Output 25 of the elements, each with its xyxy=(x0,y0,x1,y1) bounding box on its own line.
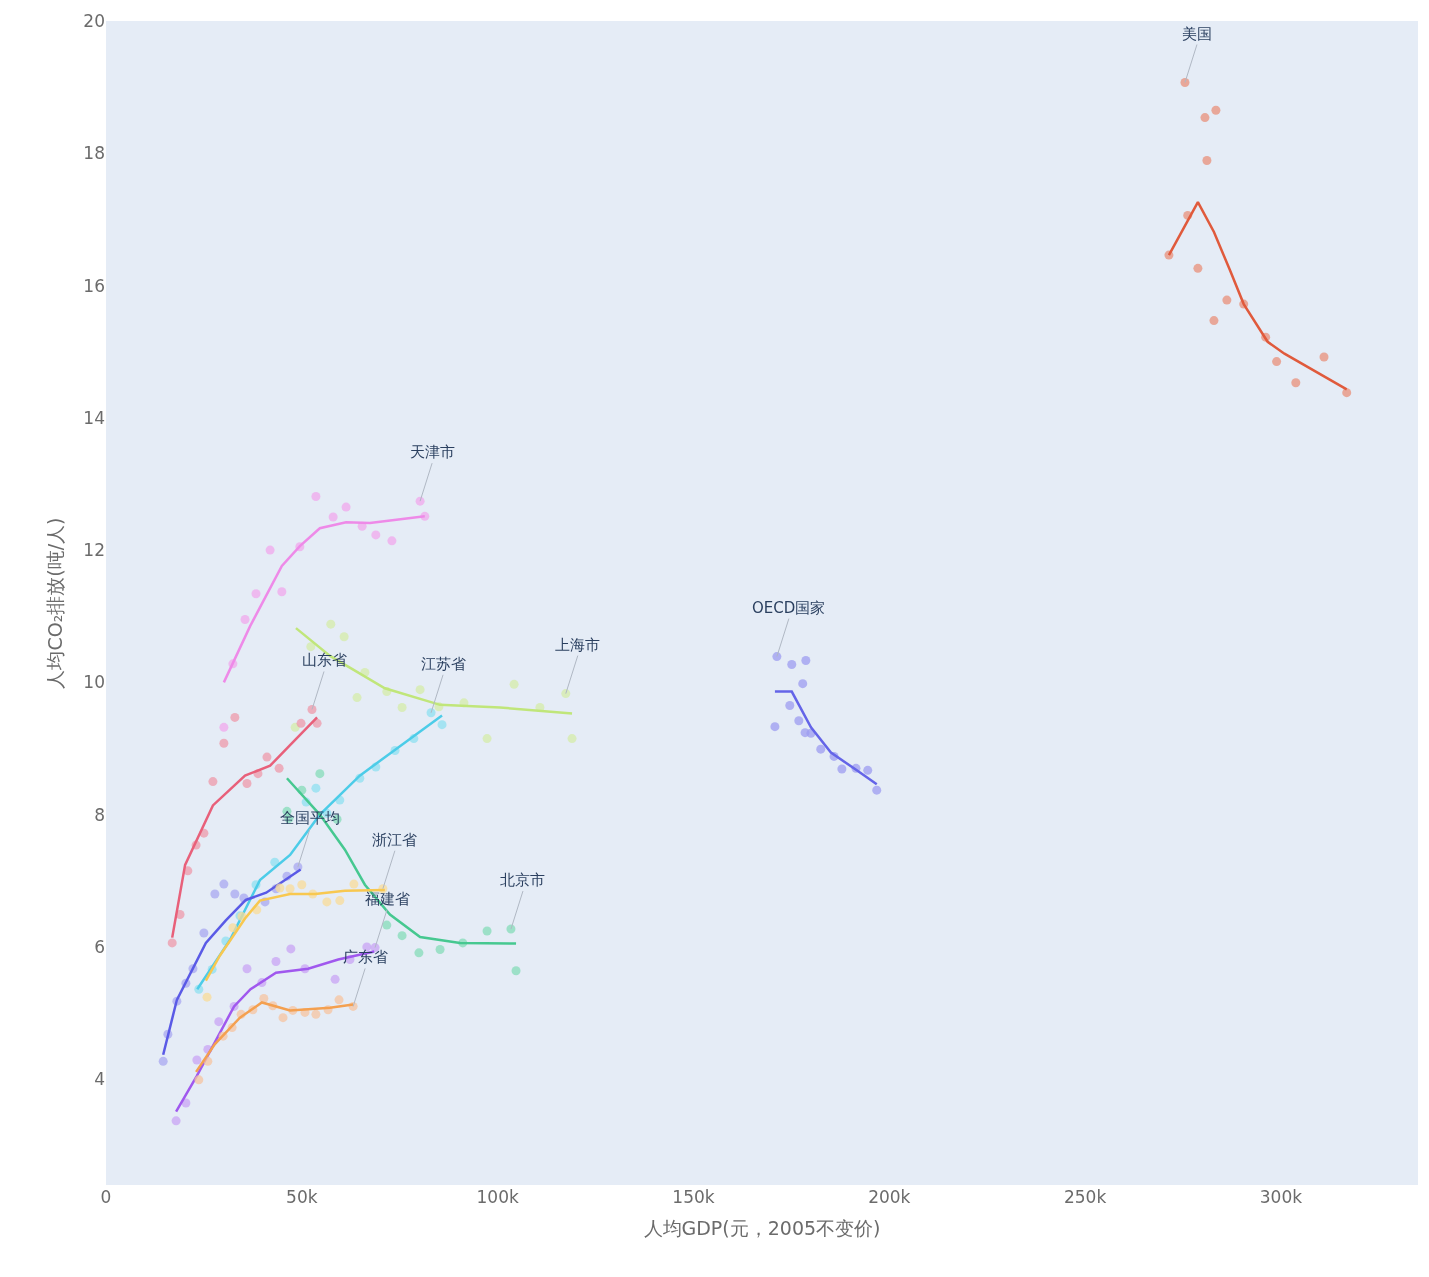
x-tick-label: 100k xyxy=(476,1187,519,1207)
x-tick-label: 50k xyxy=(286,1187,318,1207)
y-tick-label: 8 xyxy=(94,804,105,825)
x-tick-label: 0 xyxy=(100,1187,112,1207)
y-tick-label: 20 xyxy=(83,10,105,31)
annotation: 美国 xyxy=(1182,25,1212,43)
y-tick-label: 10 xyxy=(83,672,105,693)
x-tick-label: 200k xyxy=(868,1187,911,1207)
annotation: 上海市 xyxy=(555,636,600,654)
annotation: OECD国家 xyxy=(752,599,826,617)
y-tick-label: 16 xyxy=(83,275,105,296)
annotation: 浙江省 xyxy=(372,831,417,849)
y-axis-title: 人均CO₂排放(吨/人) xyxy=(44,517,67,689)
y-tick-label: 14 xyxy=(83,407,105,428)
x-tick-label: 150k xyxy=(672,1187,715,1207)
y-tick-label: 12 xyxy=(83,540,105,561)
y-tick-label: 18 xyxy=(83,143,105,164)
y-tick-label: 6 xyxy=(94,936,105,957)
annotation: 北京市 xyxy=(500,871,545,889)
annotation: 天津市 xyxy=(410,443,455,461)
x-axis-title: 人均GDP(元，2005不变价) xyxy=(643,1216,881,1239)
y-tick-label: 4 xyxy=(94,1069,105,1090)
annotation: 江苏省 xyxy=(421,655,466,673)
x-tick-label: 250k xyxy=(1063,1187,1107,1207)
x-tick-label: 300k xyxy=(1259,1187,1303,1207)
